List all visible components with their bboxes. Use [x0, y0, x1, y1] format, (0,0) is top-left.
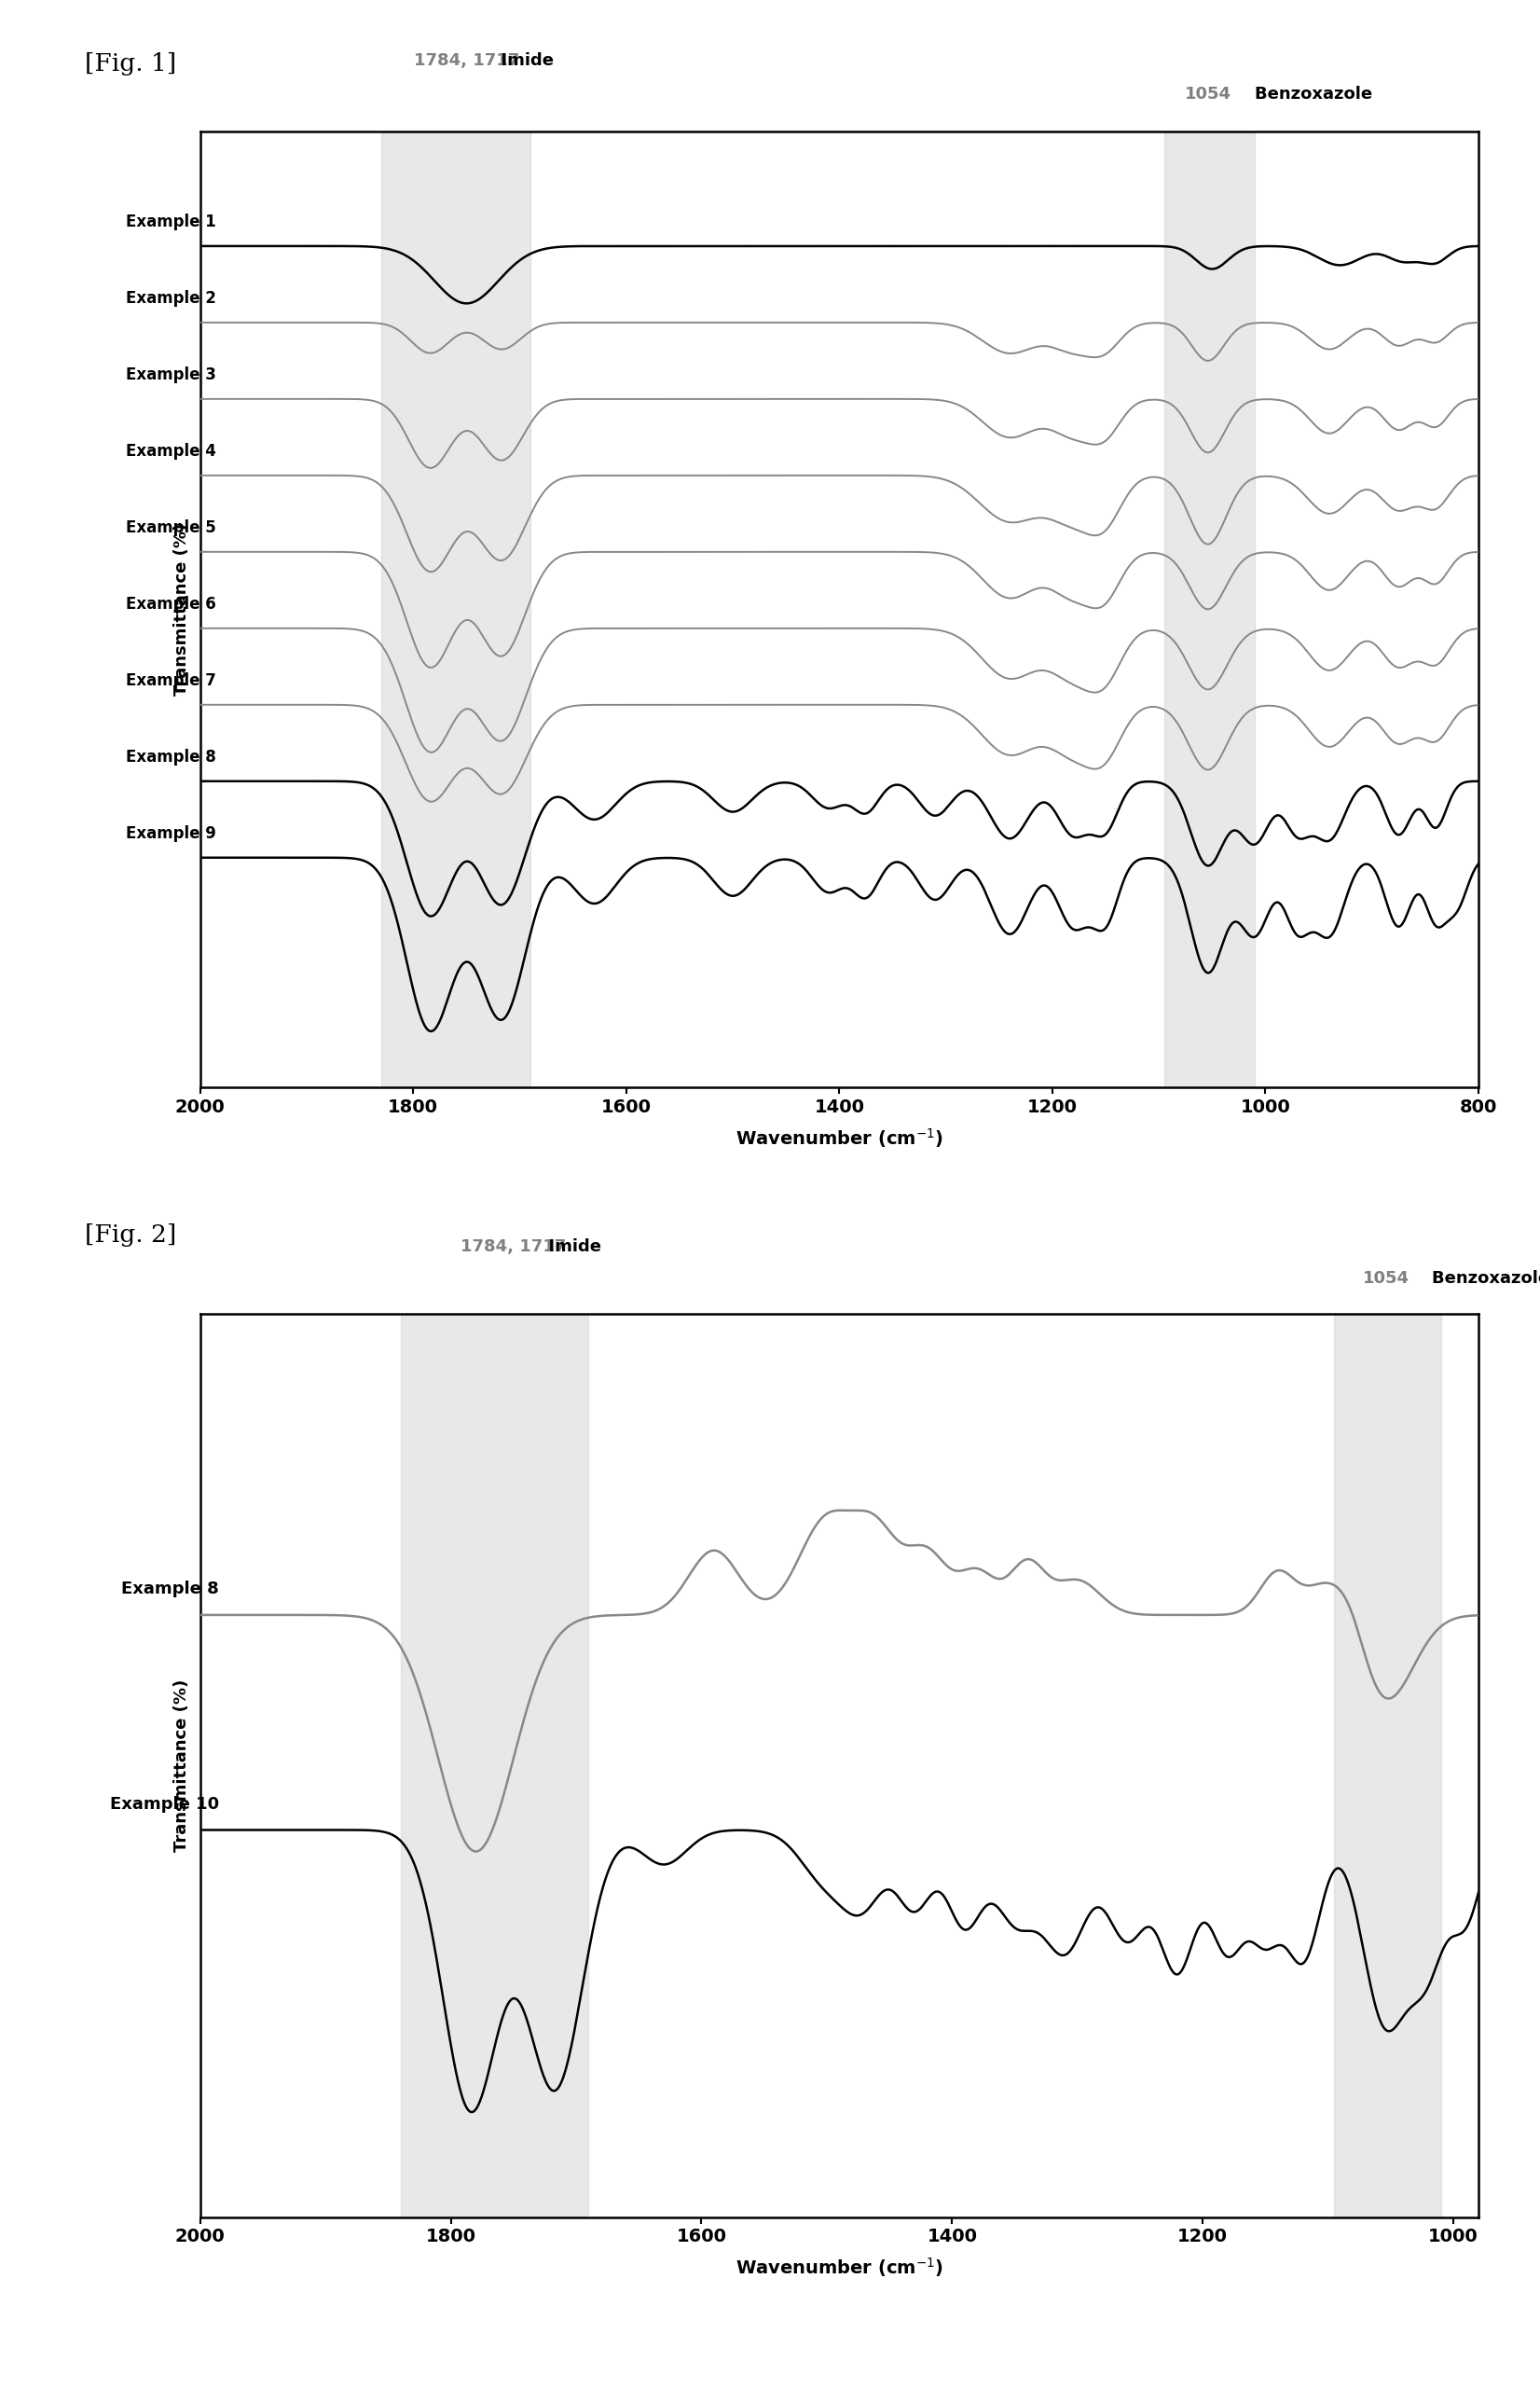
Text: Example 4: Example 4 [126, 444, 216, 461]
Text: Imide: Imide [513, 1238, 601, 1254]
Text: [Fig. 2]: [Fig. 2] [85, 1223, 176, 1247]
Bar [400, 1314, 588, 2217]
Text: 1784, 1717: 1784, 1717 [460, 1238, 567, 1254]
Text: [Fig. 1]: [Fig. 1] [85, 53, 176, 76]
Text: Example 5: Example 5 [126, 521, 216, 538]
Text: Example 2: Example 2 [126, 291, 216, 308]
Text: 1784, 1717: 1784, 1717 [414, 53, 519, 69]
Text: Example 6: Example 6 [126, 597, 216, 614]
Text: 1054: 1054 [1363, 1271, 1409, 1288]
Y-axis label: Transmittance (%): Transmittance (%) [172, 1679, 189, 1851]
Text: Example 7: Example 7 [126, 674, 216, 690]
Bar [1164, 131, 1255, 1087]
Bar [1334, 1314, 1441, 2217]
Text: Example 1: Example 1 [126, 215, 216, 232]
Text: Example 10: Example 10 [109, 1797, 219, 1813]
Bar [382, 131, 530, 1087]
Text: Example 8: Example 8 [126, 750, 216, 767]
Text: 1054: 1054 [1184, 86, 1230, 103]
X-axis label: Wavenumber (cm$^{-1}$): Wavenumber (cm$^{-1}$) [735, 2255, 944, 2279]
Text: Imide: Imide [467, 53, 554, 69]
Text: Example 8: Example 8 [122, 1582, 219, 1598]
Text: Example 9: Example 9 [126, 827, 216, 843]
Text: Benzoxazole: Benzoxazole [1386, 1271, 1540, 1288]
Y-axis label: Transmittance (%): Transmittance (%) [172, 523, 189, 695]
Text: Benzoxazole: Benzoxazole [1207, 86, 1372, 103]
X-axis label: Wavenumber (cm$^{-1}$): Wavenumber (cm$^{-1}$) [735, 1125, 944, 1149]
Text: Example 3: Example 3 [126, 368, 216, 385]
